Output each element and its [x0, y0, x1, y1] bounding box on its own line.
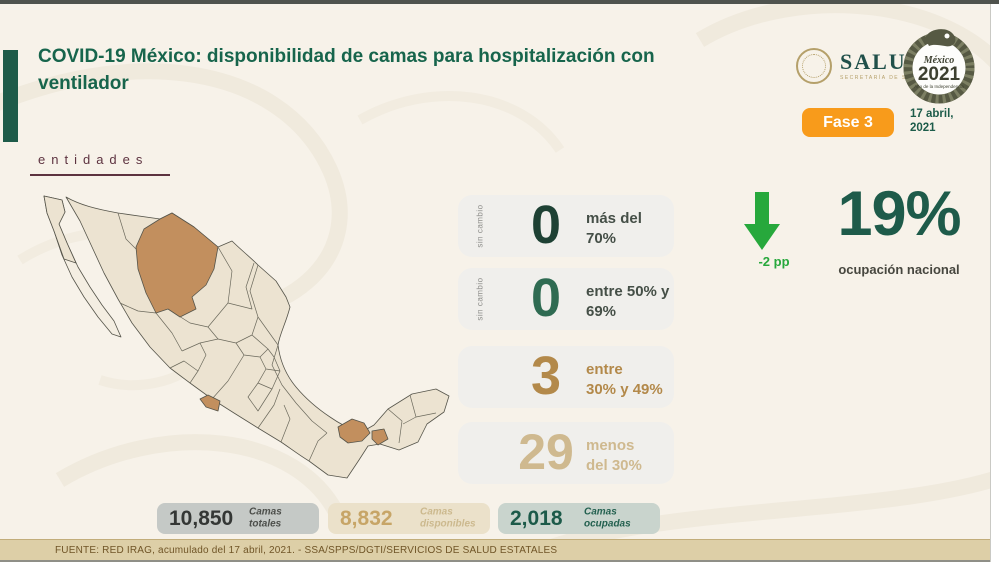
- stat-change-label: sin cambio: [475, 204, 485, 248]
- national-occupancy-value: 19%: [837, 179, 961, 249]
- mexico-2021-year: 2021: [918, 64, 961, 85]
- entidades-underline: [30, 174, 170, 176]
- footer-source: FUENTE: RED IRAG, acumulado del 17 abril…: [55, 544, 558, 556]
- mexico-2021-tagline: Año de la Independencia: [914, 84, 964, 89]
- entidades-label: entidades: [38, 152, 149, 167]
- stat-change-label: sin cambio: [475, 277, 485, 321]
- map-state-colima: [199, 394, 221, 412]
- salud-logo-subtext: SECRETARÍA DE SALUD: [840, 75, 927, 81]
- total-camas-ocupadas: 2,018 Camas ocupadas: [498, 503, 660, 534]
- map-state-tabasco-east: [371, 428, 389, 446]
- stat-card-mas-del-70: sin cambio 0 más del 70%: [458, 195, 674, 257]
- footer-bar: FUENTE: RED IRAG, acumulado del 17 abril…: [0, 539, 999, 562]
- fase-badge: Fase 3: [802, 108, 894, 137]
- top-border-bar: [0, 0, 999, 4]
- title-accent-bar: [3, 50, 18, 142]
- total-value: 2,018: [510, 506, 563, 530]
- mexico-2021-logo: México 2021 Año de la Independencia: [903, 24, 975, 104]
- map-state-tabasco: [337, 418, 371, 444]
- stat-value: 3: [530, 345, 562, 406]
- mexico-choropleth-map: [22, 183, 452, 505]
- salud-logo: SALUD SECRETARÍA DE SALUD: [796, 44, 936, 88]
- national-occupancy-label: ocupación nacional: [838, 262, 960, 277]
- total-camas-disponibles: 8,832 Camas disponibles: [328, 503, 490, 534]
- total-label: Camas disponibles: [420, 506, 476, 530]
- date-label: 17 abril, 2021: [910, 108, 954, 135]
- stat-range-label: menos del 30%: [586, 437, 642, 474]
- stat-card-entre-50-69: sin cambio 0 entre 50% y 69%: [458, 268, 674, 330]
- trend-value: -2 pp: [758, 254, 790, 269]
- map-mainland: [65, 196, 450, 479]
- stat-range-label: entre 50% y 69%: [586, 283, 670, 320]
- stat-card-menos-del-30: 29 menos del 30%: [458, 422, 674, 484]
- map-baja-norte: [43, 195, 77, 264]
- stat-value: 0: [530, 194, 562, 255]
- stat-range-label: más del 70%: [586, 210, 642, 247]
- total-camas-totales: 10,850 Camas totales: [157, 503, 319, 534]
- stat-value: 0: [530, 267, 562, 328]
- page-title: COVID-19 México: disponibilidad de camas…: [38, 46, 655, 94]
- stat-range-label: entre 30% y 49%: [586, 361, 663, 398]
- map-state-chihuahua: [135, 212, 219, 318]
- total-label: Camas totales: [249, 506, 282, 530]
- trend-down-arrow-icon: [742, 192, 782, 257]
- total-value: 10,850: [169, 506, 234, 530]
- mexico-2021-word: México: [923, 55, 955, 66]
- salud-logo-word: SALUD: [840, 49, 925, 74]
- stat-card-entre-30-49: 3 entre 30% y 49%: [458, 346, 674, 408]
- salud-seal-icon: [796, 48, 832, 84]
- right-border: [990, 0, 999, 562]
- total-value: 8,832: [340, 506, 393, 530]
- total-label: Camas ocupadas: [584, 506, 631, 530]
- stat-value: 29: [518, 424, 574, 480]
